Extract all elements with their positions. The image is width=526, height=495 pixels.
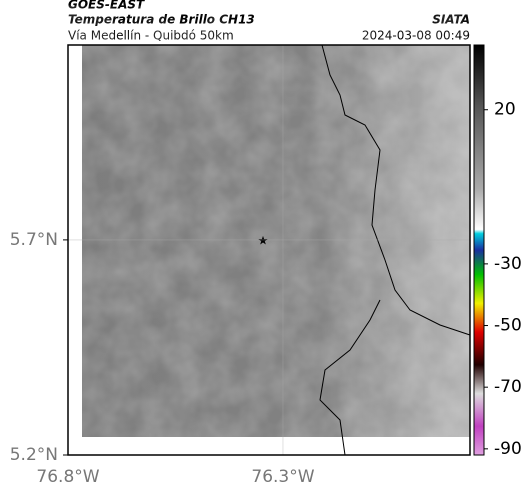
colorbar-label: -50	[494, 316, 522, 336]
colorbar-label: -30	[494, 254, 522, 274]
colorbar-label: -90	[494, 439, 522, 459]
colorbar-label: -70	[494, 377, 522, 397]
border	[321, 44, 471, 336]
border	[319, 299, 381, 456]
location-marker: ★	[258, 234, 269, 248]
colorbar	[473, 44, 485, 456]
source: GOES-EAST	[68, 0, 145, 12]
colorbar-label: 20	[494, 100, 516, 120]
y-tick-label: 5.2°N	[10, 445, 58, 465]
y-tick-label: 5.7°N	[10, 230, 58, 250]
x-tick-label: 76.3°W	[251, 467, 314, 487]
map-frame	[67, 44, 471, 456]
title: Temperatura de Brillo CH13	[68, 13, 255, 27]
timestamp: 2024-03-08 00:49	[362, 29, 470, 43]
map: ★	[68, 44, 471, 456]
x-tick-label: 76.8°W	[36, 467, 99, 487]
subtitle: Vía Medellín - Quibdó 50km	[68, 29, 234, 43]
agency: SIATA	[432, 13, 470, 27]
cloud-texture	[82, 45, 470, 437]
